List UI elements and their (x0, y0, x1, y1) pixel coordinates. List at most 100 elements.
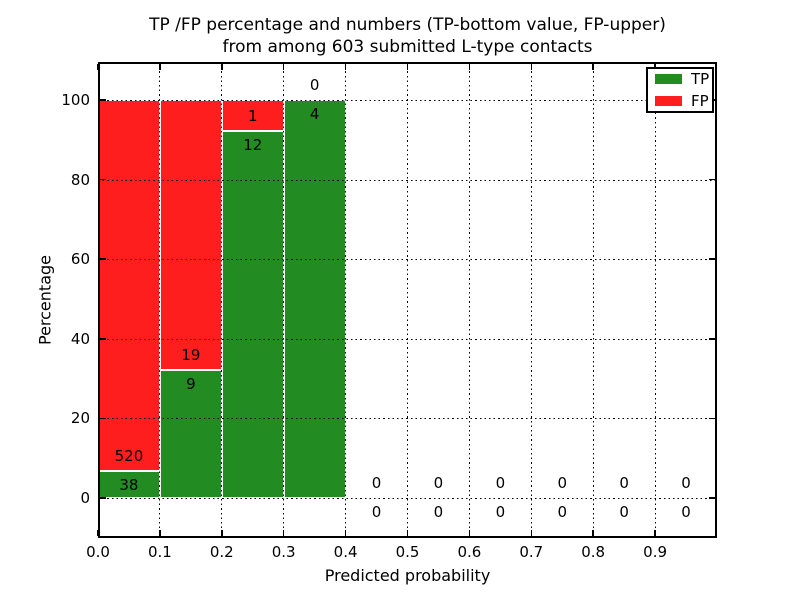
fp-count-label: 1 (247, 106, 258, 125)
fp-count-label: 0 (619, 474, 629, 492)
y-tick-label: 20 (70, 409, 90, 428)
x-tick-mark-top (406, 64, 409, 70)
gridline-x (654, 62, 656, 538)
fp-count-label: 0 (495, 474, 506, 492)
y-axis-label: Percentage (35, 254, 55, 346)
y-tick-mark-right (709, 338, 715, 340)
y-tick-mark (100, 99, 106, 101)
x-tick-mark-top (592, 64, 594, 70)
tp-count-label: 12 (243, 135, 263, 154)
y-tick-label: 100 (61, 91, 90, 109)
legend-swatch-tp (655, 74, 682, 84)
x-tick-label: 0.8 (581, 543, 606, 561)
x-tick-label: 0.1 (147, 543, 172, 561)
legend: TP FP (646, 67, 714, 113)
x-tick-mark (97, 530, 99, 536)
x-tick-mark-top (221, 64, 223, 70)
x-tick-mark (654, 530, 656, 536)
chart-title-line1: TP /FP percentage and numbers (TP-bottom… (149, 15, 666, 35)
y-tick-label: 60 (70, 250, 90, 269)
gridline-x (159, 62, 161, 538)
bar-segment-tp (98, 470, 160, 498)
y-tick-mark-right (709, 417, 715, 420)
gridline-y (98, 418, 717, 420)
x-tick-mark-top (159, 64, 161, 70)
fp-count-label: 0 (433, 474, 444, 492)
gridline-x (345, 62, 347, 538)
x-tick-mark-top (530, 64, 533, 70)
y-tick-mark (100, 258, 106, 260)
legend-label-fp: FP (691, 91, 709, 110)
y-tick-mark-right (709, 497, 715, 499)
legend-item-tp: TP (655, 71, 709, 87)
x-tick-mark (468, 530, 471, 536)
chart-title: TP /FP percentage and numbers (TP-bottom… (98, 14, 717, 58)
bar-segment-tp (159, 370, 222, 498)
y-tick-mark (100, 338, 106, 340)
tp-count-label: 38 (119, 475, 139, 494)
legend-label-tp: TP (691, 69, 710, 88)
tp-count-label: 0 (681, 503, 691, 521)
x-tick-label: 0.2 (209, 543, 234, 561)
x-tick-label: 0.7 (519, 543, 544, 561)
x-tick-label: 0.0 (86, 543, 110, 561)
y-tick-label: 40 (70, 329, 90, 348)
x-tick-mark-top (97, 64, 99, 70)
fp-count-label: 0 (371, 474, 382, 492)
gridline-y (98, 259, 717, 261)
gridline-x (468, 62, 470, 538)
x-tick-mark (159, 530, 161, 536)
x-tick-mark (592, 530, 594, 536)
y-tick-mark-right (709, 178, 715, 181)
x-tick-mark-top (344, 64, 347, 70)
x-tick-label: 0.3 (271, 543, 296, 561)
fp-count-label: 520 (114, 446, 144, 465)
gridline-x (283, 62, 285, 538)
fp-count-label: 0 (309, 76, 320, 94)
bar-segment-fp (98, 100, 160, 471)
tp-count-label: 0 (619, 503, 629, 521)
gridline-y (98, 100, 717, 101)
x-tick-mark (344, 530, 347, 536)
fp-count-label: 19 (181, 346, 201, 365)
tp-count-label: 0 (495, 503, 506, 521)
x-tick-mark-top (468, 64, 471, 70)
x-tick-mark (221, 530, 223, 536)
tp-count-label: 9 (186, 375, 196, 394)
x-tick-mark (282, 530, 285, 536)
tp-count-label: 0 (371, 503, 382, 521)
y-tick-mark (100, 417, 106, 420)
bar-segment-tp (221, 130, 284, 498)
x-tick-mark-top (282, 64, 285, 70)
x-tick-label: 0.9 (643, 543, 668, 561)
legend-swatch-fp (655, 96, 682, 106)
gridline-x (221, 62, 223, 538)
fp-count-label: 0 (557, 474, 568, 492)
bar-segment-tp (283, 100, 346, 498)
y-tick-mark (100, 178, 106, 181)
gridline-x (530, 62, 532, 538)
gridline-y (98, 179, 717, 181)
x-tick-mark (530, 530, 533, 536)
x-tick-mark (406, 530, 409, 536)
y-tick-mark (100, 497, 106, 499)
x-tick-label: 0.4 (333, 543, 358, 561)
gridline-x (407, 62, 408, 538)
tp-count-label: 4 (309, 105, 320, 123)
bar-segment-fp (159, 100, 222, 371)
tp-count-label: 0 (433, 503, 444, 521)
gridline-y (98, 498, 717, 499)
gridline-y (98, 338, 717, 340)
chart-title-line2: from among 603 submitted L-type contacts (222, 37, 593, 57)
y-tick-mark-right (709, 258, 715, 260)
x-tick-label: 0.6 (457, 543, 482, 561)
tp-count-label: 0 (557, 503, 568, 521)
legend-item-fp: FP (655, 93, 709, 109)
y-tick-label: 80 (70, 170, 90, 189)
x-tick-label: 0.5 (395, 543, 420, 561)
x-axis-label: Predicted probability (324, 566, 491, 585)
fp-count-label: 0 (681, 474, 691, 492)
gridline-x (592, 62, 594, 538)
y-tick-label: 0 (80, 489, 90, 507)
